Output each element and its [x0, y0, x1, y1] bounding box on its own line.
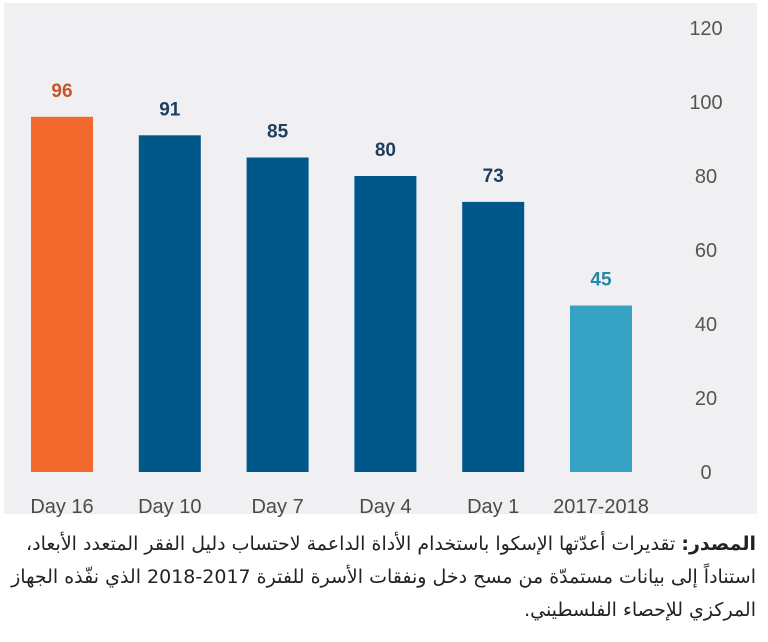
y-tick-label: 40 — [695, 314, 717, 336]
y-tick-label: 20 — [695, 388, 717, 410]
x-category-label: Day 7 — [251, 496, 303, 518]
data-label: 45 — [590, 270, 612, 291]
x-category-label: Day 10 — [138, 496, 201, 518]
x-category-label: 2017-2018 — [553, 496, 649, 518]
y-tick-label: 60 — [695, 240, 717, 262]
data-label: 73 — [483, 166, 504, 187]
data-label: 80 — [375, 140, 396, 161]
x-category-label: Day 1 — [467, 496, 519, 518]
y-tick-label: 0 — [700, 462, 711, 484]
bar-day-16 — [31, 116, 93, 473]
x-category-label: Day 4 — [359, 496, 411, 518]
source-text: تقديرات أعدّتها الإسكوا باستخدام الأداة … — [11, 533, 756, 621]
bar-2017-2018 — [570, 305, 632, 472]
source-note: المصدر: تقديرات أعدّتها الإسكوا باستخدام… — [10, 528, 756, 627]
bar-day-4 — [354, 176, 417, 472]
bar-day-10 — [138, 135, 201, 473]
x-category-label: Day 16 — [30, 496, 93, 518]
data-label: 85 — [267, 122, 289, 143]
data-label: 96 — [51, 81, 72, 102]
bar-day-1 — [462, 201, 525, 472]
bar-day-7 — [246, 157, 309, 472]
source-label: المصدر: — [681, 533, 756, 555]
data-label: 91 — [159, 99, 181, 120]
y-tick-label: 100 — [689, 92, 722, 114]
y-tick-label: 80 — [695, 166, 717, 188]
y-tick-label: 120 — [689, 18, 722, 40]
bar-chart: 0 20 40 60 80 100 120 96 Day 16 91 Day 10 85 Day 7 80… — [30, 18, 722, 518]
